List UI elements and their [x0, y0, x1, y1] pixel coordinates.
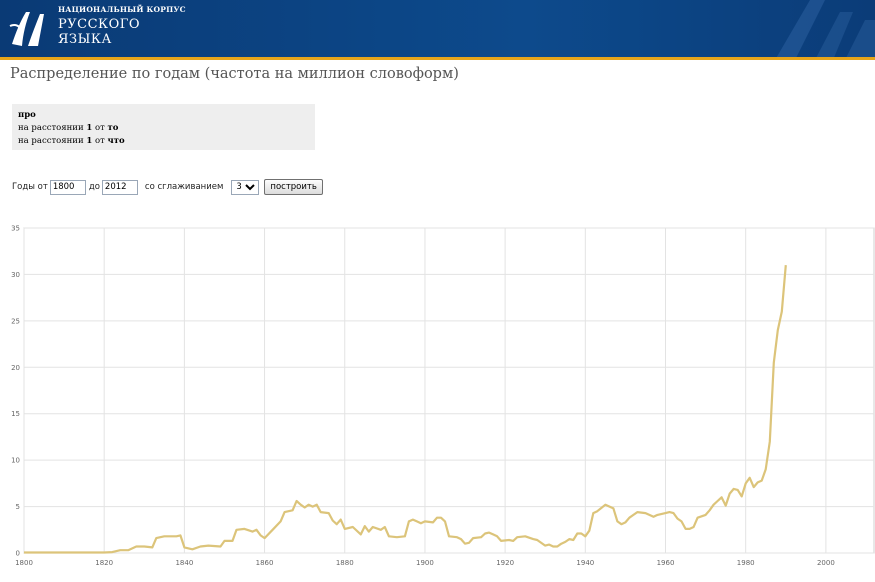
y-tick-label: 15 [11, 410, 20, 418]
y-tick-label: 35 [11, 225, 20, 233]
query-condition-line: на расстоянии 1 от то [18, 123, 119, 133]
y-tick-label: 10 [11, 457, 20, 465]
x-tick-label: 1900 [416, 559, 434, 567]
logo-text-national: НАЦИОНАЛЬНЫЙ КОРПУС [58, 5, 186, 14]
x-tick-label: 1800 [15, 559, 33, 567]
x-tick-label: 1940 [576, 559, 594, 567]
y-tick-label: 25 [11, 317, 20, 325]
years-from-label: Годы от [12, 182, 48, 192]
series-line [24, 265, 787, 554]
years-to-label: до [88, 182, 100, 192]
logo-text-language: ЯЗЫКА [58, 32, 112, 47]
smoothing-label: со сглаживанием [144, 182, 224, 192]
frequency-chart: 0 5 10 15 20 25 30 35 1800 1820 1840 1860 1880 1900 19… [11, 225, 875, 567]
x-tick-label: 1960 [657, 559, 675, 567]
query-word: про [18, 110, 36, 120]
year-to-input[interactable] [101, 179, 138, 195]
x-tick-label: 1980 [737, 559, 755, 567]
x-tick-label: 1840 [175, 559, 193, 567]
smoothing-select[interactable]: 3 [231, 179, 260, 195]
x-tick-label: 1880 [336, 559, 354, 567]
y-tick-label: 0 [16, 550, 20, 558]
build-chart-button[interactable]: построить [264, 179, 323, 195]
logo-text-russian: РУССКОГО [58, 17, 141, 32]
year-from-input[interactable] [49, 179, 86, 195]
plot-area [23, 227, 875, 554]
query-summary: про на расстоянии 1 от то на расстоянии … [12, 104, 315, 150]
query-word-line: про [18, 109, 309, 122]
x-tick-label: 1820 [95, 559, 113, 567]
x-tick-label: 1920 [496, 559, 514, 567]
y-tick-label: 30 [11, 271, 20, 279]
y-tick-label: 5 [16, 503, 20, 511]
site-header: НАЦИОНАЛЬНЫЙ КОРПУС РУССКОГО ЯЗЫКА [0, 0, 875, 60]
corpus-logo-icon[interactable] [6, 4, 50, 54]
query-condition-line: на расстоянии 1 от что [18, 136, 125, 146]
x-tick-label: 2000 [817, 559, 835, 567]
page-title: Распределение по годам (частота на милли… [10, 66, 459, 82]
y-tick-label: 20 [11, 364, 20, 372]
header-decoration-icon [776, 0, 875, 57]
x-tick-label: 1860 [256, 559, 274, 567]
year-range-form: Годы от до со сглаживанием 3 построить [12, 178, 323, 196]
